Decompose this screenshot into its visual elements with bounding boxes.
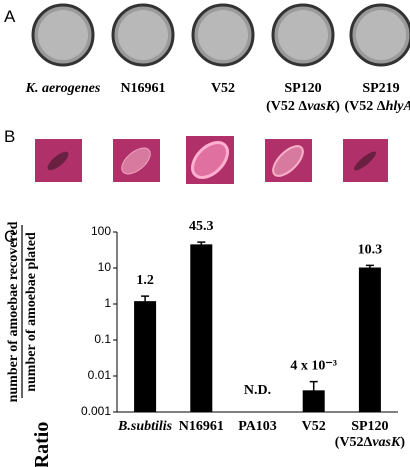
y-label-top: number of amoebae recovered (6, 221, 21, 402)
error-bar (309, 380, 318, 412)
x-tick-label: N16961 (179, 419, 224, 434)
sub-label: (V52 ΔhlyA) (345, 99, 410, 114)
value-label: 10.3 (358, 242, 383, 257)
plate-inner (278, 10, 328, 60)
value-label: N.D. (244, 383, 271, 398)
error-bar (365, 264, 374, 270)
value-label: 4 x 10⁻³ (290, 359, 337, 374)
x-tick-label: B.subtilis (117, 419, 173, 434)
sub-label-part: vasK (307, 99, 337, 114)
sub-label-part: ) (335, 99, 340, 114)
panel-label: B (4, 127, 15, 146)
panel-label: C (4, 227, 16, 246)
y-tick-label: 1 (104, 296, 111, 310)
strain-label: N16961 (120, 81, 165, 96)
sub-label-part: (V52 Δ (345, 99, 386, 114)
plate-inner (198, 10, 248, 60)
y-label-main: Ratio (31, 422, 53, 467)
sub-label-part: (V52 Δ (266, 99, 307, 114)
bar (190, 244, 213, 412)
sub-label-part: (V52Δ (335, 435, 373, 450)
strain-label: V52 (211, 81, 235, 96)
bar (134, 301, 157, 412)
sub-label: (V52ΔvasK) (335, 435, 406, 450)
sub-label-part: ) (400, 435, 405, 450)
value-label: 45.3 (189, 219, 214, 234)
y-label-bottom: number of amoebae plated (24, 232, 39, 392)
y-tick-label: 0.001 (81, 404, 111, 418)
error-bar (197, 241, 206, 248)
panel-label: A (4, 7, 16, 26)
strain-label: SP120 (284, 81, 321, 96)
y-tick-label: 0.01 (88, 368, 112, 382)
plate-inner (38, 10, 88, 60)
y-axis-title: number of amoebae recovered number of am… (6, 221, 53, 467)
strain-label: K. aerogenes (25, 81, 101, 96)
error-bar (141, 295, 150, 309)
y-tick-label: 0.1 (94, 332, 111, 346)
plate-inner (118, 10, 168, 60)
bar (358, 267, 381, 412)
plate-inner (356, 10, 406, 60)
sub-label-part: vasK (372, 435, 402, 450)
value-label: 1.2 (136, 273, 154, 288)
x-tick-label: V52 (302, 419, 326, 434)
x-tick-label: PA103 (238, 419, 277, 434)
y-tick-label: 10 (98, 260, 112, 274)
sub-label-part: hlyA (386, 99, 410, 114)
panel-b-images (35, 136, 388, 184)
y-tick-label: 100 (91, 224, 111, 238)
x-tick-label: SP120 (351, 419, 388, 434)
strain-label: SP219 (362, 81, 399, 96)
sub-label: (V52 ΔvasK) (266, 99, 340, 114)
